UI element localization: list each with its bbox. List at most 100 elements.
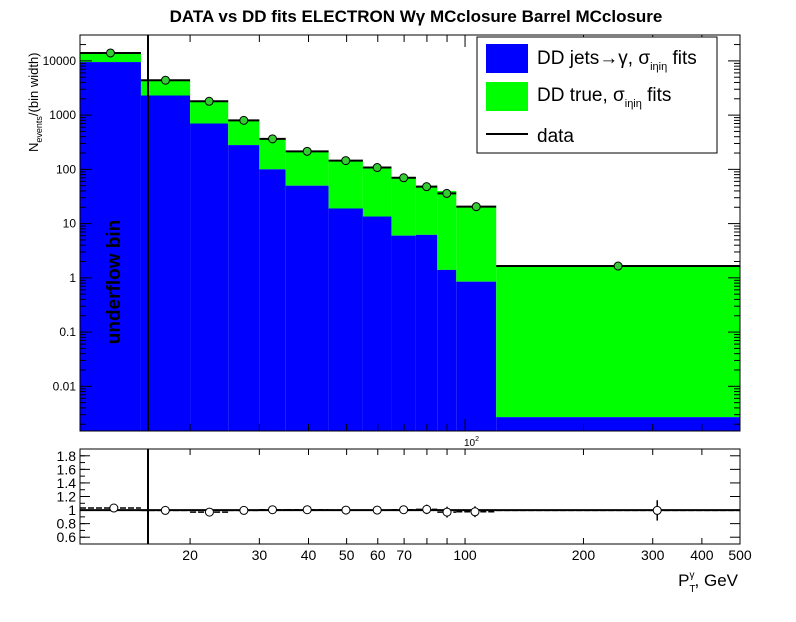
bar-jets-7 <box>362 216 392 431</box>
upper-y-axis: 10000 1000 100 10 1 0.1 0.01 <box>43 44 740 425</box>
data-point-9 <box>422 182 432 192</box>
underflow-annotation: underflow bin <box>104 220 125 345</box>
bar-true-11 <box>456 206 497 282</box>
ratio-point-4 <box>268 505 278 515</box>
bar-jets-5 <box>285 185 329 431</box>
ratio-y-tick-label-6: 1.8 <box>57 448 77 464</box>
xlabel-tail: , GeV <box>695 571 739 590</box>
ratio-y-tick-label-3: 1.2 <box>57 489 77 505</box>
lower-plot-area <box>79 448 741 545</box>
legend-jets-sub: iηiη <box>650 61 667 73</box>
y-tick-label-1: 1000 <box>49 108 76 122</box>
data-point-11 <box>471 202 481 212</box>
bar-jets-8 <box>391 235 416 431</box>
x-tick-label-7: 200 <box>572 547 596 563</box>
legend-jets-tail: fits <box>667 48 697 69</box>
x-tick-label-5: 70 <box>396 547 412 563</box>
bar-true-6 <box>328 160 363 209</box>
ratio-points <box>80 500 740 521</box>
data-point-10 <box>442 188 452 198</box>
ratio-point-12 <box>652 505 662 515</box>
bar-jets-11 <box>456 281 497 431</box>
xlabel-sub: T <box>689 584 695 595</box>
legend-true-tail: fits <box>642 85 672 106</box>
bar-true-8 <box>391 177 416 236</box>
y-tick-label-2: 100 <box>56 162 76 176</box>
ratio-y-tick-label-4: 1.4 <box>57 475 77 491</box>
ratio-point-10 <box>442 507 452 517</box>
bar-true-4 <box>259 138 286 170</box>
data-point-3 <box>239 115 249 125</box>
x-axis-label: PTγ, GeV <box>678 570 739 595</box>
bar-true-10 <box>437 190 457 270</box>
ylabel-sub: events <box>34 116 44 143</box>
upper-frame <box>79 34 741 432</box>
ratio-point-0 <box>109 503 119 513</box>
x-tick-label-6: 100 <box>453 547 477 563</box>
bar-true-0 <box>80 53 141 63</box>
x-tick-exp: 2 <box>475 436 479 443</box>
ylabel-tail: /(bin width) <box>26 53 41 117</box>
data-point-2 <box>204 96 214 106</box>
data-point-0 <box>105 48 115 58</box>
ratio-y-tick-label-5: 1.6 <box>57 461 77 477</box>
bar-jets-6 <box>328 208 363 431</box>
ratio-point-6 <box>341 505 351 515</box>
bar-jets-4 <box>259 169 286 431</box>
chart-title: DATA vs DD fits ELECTRON Wγ MCclosure Ba… <box>170 7 663 26</box>
legend-label-jets: DD jets→γ, σiηiη fits <box>537 48 697 73</box>
ratio-point-8 <box>399 505 409 515</box>
xlabel-main: P <box>678 571 689 590</box>
ratio-point-1 <box>160 505 170 515</box>
ratio-point-7 <box>372 505 382 515</box>
lower-panel: 0.60.811.21.41.61.8 20 30 40 50 60 70 100 200 30… <box>57 448 752 595</box>
bar-jets-0 <box>80 62 141 431</box>
data-point-12 <box>613 261 623 271</box>
data-point-6 <box>341 156 351 166</box>
data-point-5 <box>302 146 312 156</box>
x-tick-base: 10 <box>464 438 476 449</box>
upper-panel: underflow bin 10000 1000 100 10 1 0.1 0.01 Nev… <box>26 34 741 449</box>
bar-true-9 <box>415 185 438 235</box>
bar-true-1 <box>140 79 191 96</box>
x-tick-label-9: 400 <box>690 547 714 563</box>
bar-true-12 <box>496 266 740 418</box>
ratio-y-tick-label-2: 1 <box>68 502 76 518</box>
x-tick-label-1: 30 <box>252 547 268 563</box>
bar-true-7 <box>362 167 392 217</box>
legend-jets-main: DD jets→γ, σ <box>537 48 650 69</box>
legend-true-main: DD true, σ <box>537 85 625 106</box>
ratio-point-11 <box>470 507 480 517</box>
ratio-y-tick-label-1: 0.8 <box>57 516 77 532</box>
ratio-y-tick-label-0: 0.6 <box>57 529 77 545</box>
ratio-point-5 <box>302 505 312 515</box>
upper-y-label: Nevents/(bin width) <box>26 53 44 153</box>
bar-jets-9 <box>415 234 438 431</box>
data-points <box>105 48 623 271</box>
y-tick-label-0: 10000 <box>43 54 77 68</box>
upper-x-tick-label: 102 <box>464 436 479 449</box>
y-tick-label-4: 1 <box>69 271 76 285</box>
ratio-point-2 <box>204 507 214 517</box>
x-tick-label-10: 500 <box>728 547 752 563</box>
lower-x-axis: 20 30 40 50 60 70 100 200 300 400 500 <box>182 449 752 563</box>
y-tick-label-5: 0.1 <box>59 325 76 339</box>
xlabel-sup: γ <box>690 570 695 581</box>
x-tick-label-4: 60 <box>370 547 386 563</box>
ylabel-main: N <box>26 143 41 152</box>
legend-swatch-true <box>486 82 528 111</box>
bar-jets-2 <box>190 123 229 432</box>
bar-true-5 <box>285 151 329 186</box>
bar-jets-3 <box>228 145 260 431</box>
stacked-bars <box>80 53 740 432</box>
x-tick-label-3: 50 <box>339 547 355 563</box>
data-point-8 <box>399 173 409 183</box>
y-tick-label-6: 0.01 <box>53 379 77 393</box>
data-point-7 <box>372 163 382 173</box>
ratio-point-9 <box>422 504 432 514</box>
legend-label-data: data <box>537 126 574 147</box>
x-tick-label-8: 300 <box>641 547 665 563</box>
legend-label-true: DD true, σiηiη fits <box>537 85 671 110</box>
